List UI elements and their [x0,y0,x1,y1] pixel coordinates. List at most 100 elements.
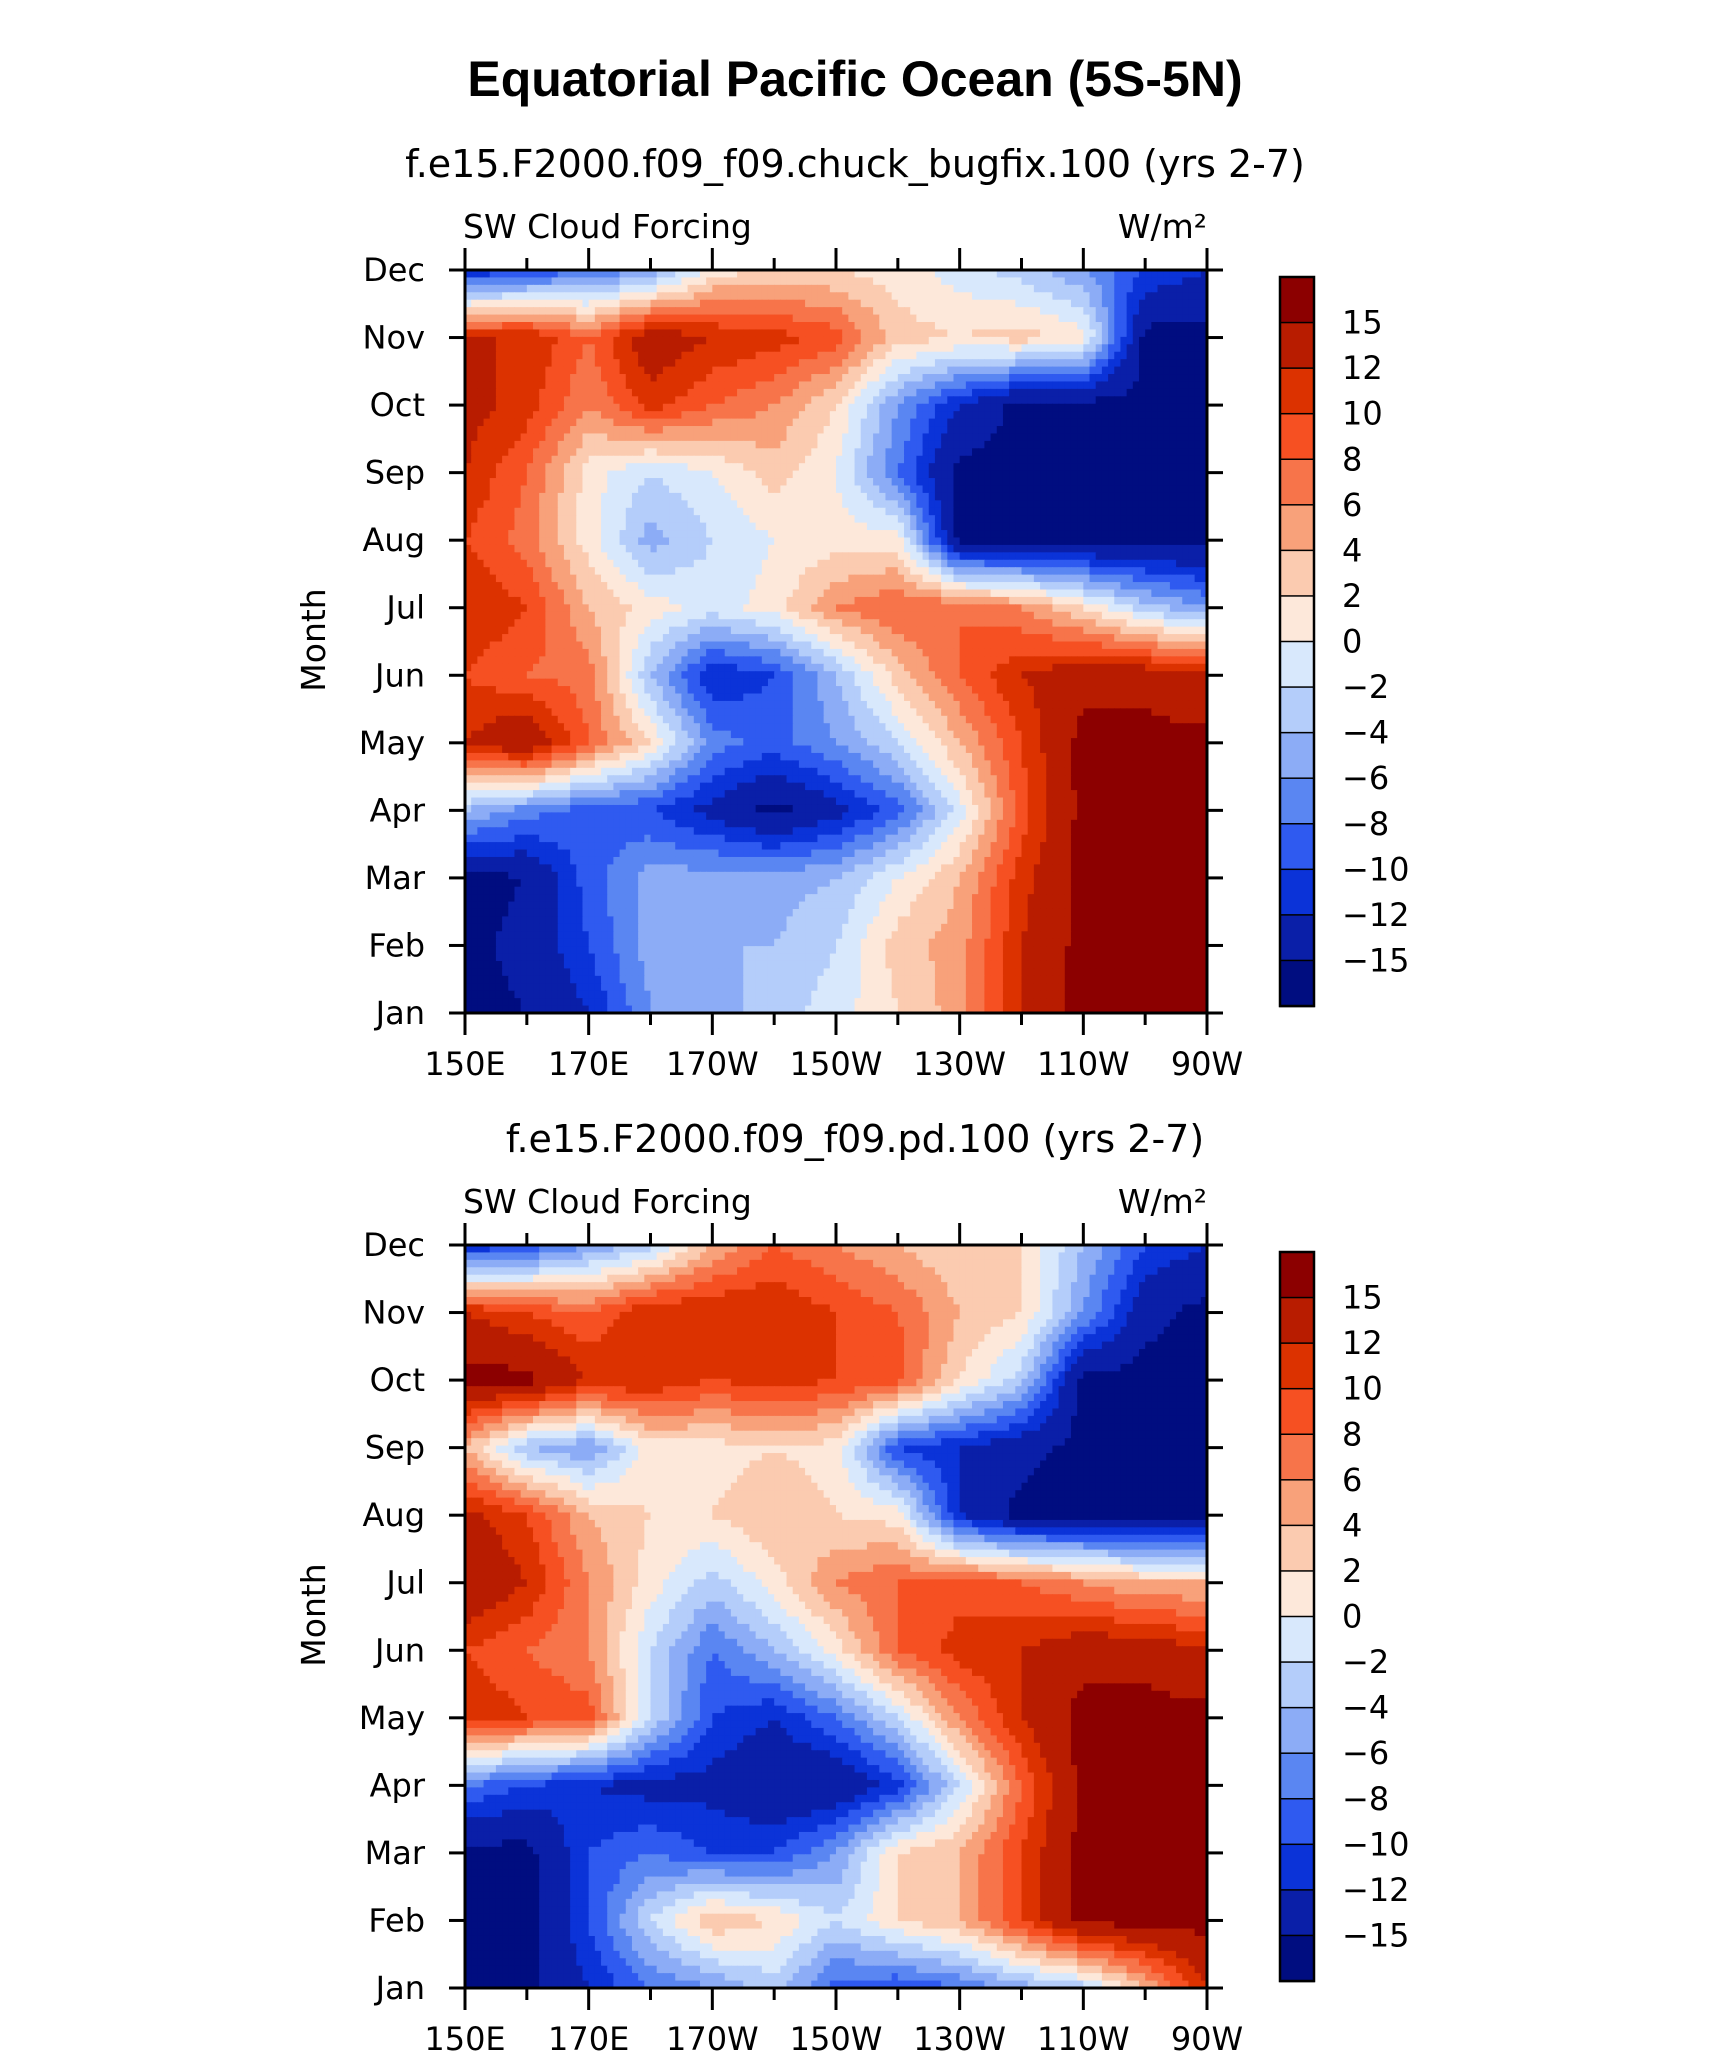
heatmap-cell [1046,530,1054,539]
heatmap-cell [508,515,516,524]
heatmap-cell [1058,322,1066,331]
heatmap-cell [693,440,701,449]
heatmap-cell [1108,344,1115,353]
heatmap-cell [687,463,695,472]
heatmap-cell [829,336,837,345]
heatmap-cell [897,485,905,494]
heatmap-cell [1015,500,1023,509]
heatmap-cell [625,329,633,338]
heatmap-cell [934,500,942,509]
heatmap-cell [1058,396,1066,405]
heatmap-cell [495,544,503,553]
heatmap-cell [582,270,590,279]
heatmap-cell [761,396,769,405]
heatmap-cell [1052,478,1060,487]
heatmap-cell [1027,559,1035,568]
heatmap-cell [508,366,516,375]
heatmap-cell [774,552,781,561]
heatmap-cell [780,440,788,449]
heatmap-cell [996,411,1004,420]
heatmap-cell [471,478,478,487]
heatmap-cell [662,574,670,583]
heatmap-cell [897,530,905,539]
heatmap-cell [551,478,559,487]
heatmap-cell [798,470,806,479]
heatmap-cell [965,567,973,576]
heatmap-cell [774,567,781,576]
heatmap-cell [1095,344,1103,353]
heatmap-cell [1052,292,1060,301]
heatmap-cell [1095,455,1103,464]
heatmap-cell [842,366,849,375]
heatmap-cell [1188,567,1196,576]
heatmap-cell [563,374,571,383]
heatmap-cell [1114,507,1122,516]
heatmap-cell [681,492,689,501]
heatmap-cell [1120,537,1128,546]
heatmap-cell [990,292,998,301]
heatmap-cell [1077,292,1084,301]
heatmap-cell [1157,344,1165,353]
heatmap-cell [631,470,639,479]
heatmap-cell [879,299,887,308]
heatmap-cell [712,522,720,531]
heatmap-cell [996,455,1004,464]
heatmap-cell [1163,344,1171,353]
heatmap-cell [1120,552,1128,561]
heatmap-cell [570,515,577,524]
heatmap-cell [817,284,825,293]
heatmap-cell [1169,284,1177,293]
heatmap-cell [613,299,621,308]
heatmap-cell [959,299,967,308]
heatmap-cell [675,344,683,353]
heatmap-cell [1046,299,1054,308]
heatmap-cell [922,270,930,279]
heatmap-cell [712,336,720,345]
heatmap-cell [836,277,843,286]
heatmap-cell [786,463,794,472]
heatmap-cell [755,455,763,464]
heatmap-cell [854,463,862,472]
heatmap-cell [1182,351,1190,360]
heatmap-cell [477,426,485,435]
heatmap-cell [1182,455,1190,464]
heatmap-cell [774,500,781,509]
heatmap-cell [545,492,553,501]
heatmap-cell [526,455,534,464]
heatmap-cell [625,366,633,375]
heatmap-cell [1145,284,1152,293]
heatmap-cell [959,530,967,539]
heatmap-cell [761,530,769,539]
heatmap-cell [1089,507,1097,516]
heatmap-cell [978,567,985,576]
heatmap-cell [780,314,788,323]
heatmap-cell [1120,492,1128,501]
heatmap-cell [526,307,534,316]
heatmap-cell [737,277,744,286]
heatmap-cell [520,455,528,464]
heatmap-cell [836,388,843,397]
heatmap-cell [1188,537,1196,546]
heatmap-cell [563,463,571,472]
heatmap-cell [1058,507,1066,516]
heatmap-cell [656,292,664,301]
heatmap-cell [693,537,701,546]
heatmap-cell [743,307,751,316]
heatmap-cell [662,270,670,279]
heatmap-cell [860,485,868,494]
heatmap-cell [1064,537,1072,546]
heatmap-cell [1058,559,1066,568]
heatmap-cell [947,537,955,546]
heatmap-cell [465,344,472,353]
heatmap-cell [471,366,478,375]
heatmap-cell [1163,374,1171,383]
heatmap-cell [699,507,707,516]
heatmap-cell [780,396,788,405]
heatmap-cell [514,507,522,516]
heatmap-cell [1101,292,1109,301]
heatmap-cell [1157,396,1165,405]
heatmap-cell [811,544,819,553]
heatmap-cell [669,433,676,442]
heatmap-cell [934,322,942,331]
heatmap-cell [1027,485,1035,494]
